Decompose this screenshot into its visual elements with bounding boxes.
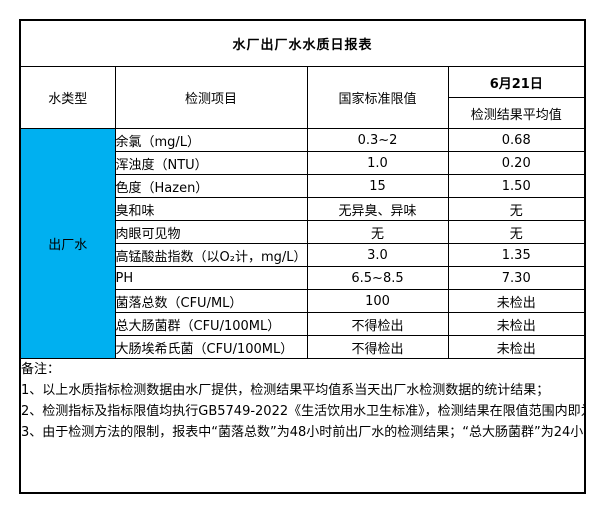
result-cell: 1.35 [447,243,586,267]
header-water-type: 水类型 [19,66,116,129]
table-row: 浑浊度（NTU） 1.0 0.20 [20,151,586,175]
item-cell: 总大肠菌群（CFU/100ML） [114,312,308,336]
result-cell: 未检出 [447,335,586,359]
limit-cell: 15 [306,174,449,198]
item-cell: 色度（Hazen） [114,174,308,198]
title-row: 水厂出厂水水质日报表 [19,19,586,67]
limit-cell: 6.5~8.5 [306,266,449,290]
limit-cell: 无 [306,220,449,244]
item-cell: 高锰酸盐指数（以O₂计，mg/L） [114,243,308,267]
notes-cell: 备注： 1、以上水质指标检测数据由水厂提供，检测结果平均值系当天出厂水检测数据的… [19,358,586,494]
result-cell: 无 [447,197,586,221]
item-cell: PH [114,266,308,290]
limit-cell: 无异臭、异味 [306,197,449,221]
table-row: 菌落总数（CFU/ML） 100 未检出 [20,289,586,313]
page-title: 水厂出厂水水质日报表 [19,19,586,67]
item-cell: 肉眼可见物 [114,220,308,244]
limit-cell: 1.0 [306,151,449,175]
item-cell: 菌落总数（CFU/ML） [114,289,308,313]
table-row: PH 6.5~8.5 7.30 [20,266,586,290]
water-quality-table: 水厂出厂水水质日报表 水类型 检测项目 国家标准限值 6月21日 检测结果平均值… [19,19,587,494]
table-row: 总大肠菌群（CFU/100ML） 不得检出 未检出 [20,312,586,336]
item-cell: 余氯（mg/L） [114,128,308,152]
limit-cell: 0.3~2 [306,128,449,152]
header-result: 检测结果平均值 [447,97,586,129]
table-row: 出厂水 余氯（mg/L） 0.3~2 0.68 [19,128,586,359]
table-row: 臭和味 无异臭、异味 无 [20,197,586,221]
note-item-2: 2、检测指标及指标限值均执行GB5749-2022《生活饮用水卫生标准》，检测结… [21,404,586,419]
item-cell: 浑浊度（NTU） [114,151,308,175]
table-row: 高锰酸盐指数（以O₂计，mg/L） 3.0 1.35 [20,243,586,267]
result-cell: 0.68 [447,128,586,152]
result-cell: 1.50 [447,174,586,198]
water-type-value-cell: 出厂水 [19,128,116,359]
table-row: 色度（Hazen） 15 1.50 [20,174,586,198]
limit-cell: 不得检出 [306,312,449,336]
result-cell: 无 [447,220,586,244]
table-row: 肉眼可见物 无 无 [20,220,586,244]
table-row: 大肠埃希氏菌（CFU/100ML） 不得检出 未检出 [20,335,586,359]
result-cell: 未检出 [447,289,586,313]
result-cell: 未检出 [447,312,586,336]
header-date: 6月21日 [447,66,586,98]
item-cell: 大肠埃希氏菌（CFU/100ML） [114,335,308,359]
header-row-top: 水类型 检测项目 国家标准限值 6月21日 [19,66,586,129]
notes-label: 备注： [21,362,61,377]
result-cell: 7.30 [447,266,586,290]
limit-cell: 3.0 [306,243,449,267]
report-sheet: 水厂出厂水水质日报表 水类型 检测项目 国家标准限值 6月21日 检测结果平均值… [19,19,587,494]
header-item: 检测项目 [114,66,308,129]
note-item-1: 1、以上水质指标检测数据由水厂提供，检测结果平均值系当天出厂水检测数据的统计结果… [21,383,550,398]
limit-cell: 不得检出 [306,335,449,359]
notes-row: 备注： 1、以上水质指标检测数据由水厂提供，检测结果平均值系当天出厂水检测数据的… [19,358,586,494]
header-row-sub: 检测结果平均值 [20,97,586,129]
item-cell: 臭和味 [114,197,308,221]
limit-cell: 100 [306,289,449,313]
result-cell: 0.20 [447,151,586,175]
header-limit: 国家标准限值 [306,66,449,129]
note-item-3: 3、由于检测方法的限制，报表中“菌落总数”为48小时前出厂水的检测结果；“总大肠… [21,425,584,440]
